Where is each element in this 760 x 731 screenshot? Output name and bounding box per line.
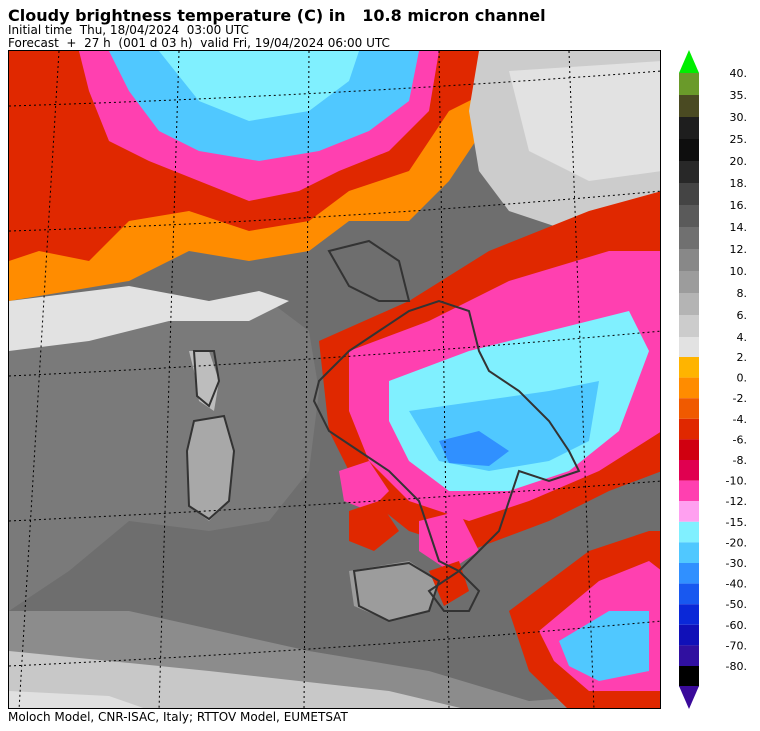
cold-swatch-3 — [679, 418, 699, 440]
colorbar-cold-segment — [679, 357, 699, 687]
cold-swatch-14 — [679, 645, 699, 666]
cold-swatch-13 — [679, 624, 699, 646]
cold-label-8: -15. — [726, 516, 747, 529]
cold-swatch-10 — [679, 563, 699, 584]
cloud-se-cyan — [559, 611, 649, 681]
warm-swatch-8 — [679, 249, 699, 271]
cell-1 — [339, 461, 389, 511]
warm-swatch-2 — [679, 117, 699, 139]
warm-label-6: 16. — [730, 199, 748, 212]
satellite-map — [8, 50, 661, 709]
cold-label-5: -8. — [733, 454, 747, 467]
cold-swatch-1 — [679, 377, 699, 399]
graticule — [9, 51, 660, 708]
africa-light — [9, 651, 461, 708]
cold-label-11: -40. — [726, 578, 747, 591]
cold-label-14: -70. — [726, 639, 747, 652]
colorbar-bottom-arrow — [679, 686, 699, 709]
cold-label-13: -60. — [726, 619, 747, 632]
warm-swatch-9 — [679, 271, 699, 293]
forecast-time: Forecast + 27 h (001 d 03 h) valid Fri, … — [8, 36, 390, 50]
cold-swatch-11 — [679, 583, 699, 605]
cold-label-2: -2. — [733, 392, 747, 405]
cold-label-3: -4. — [733, 413, 747, 426]
cold-label-4: -6. — [733, 433, 747, 446]
warm-swatch-0 — [679, 73, 699, 95]
warm-label-5: 18. — [730, 177, 748, 190]
cold-swatch-0 — [679, 357, 699, 378]
warm-label-0: 40. — [730, 67, 748, 80]
warm-swatch-4 — [679, 161, 699, 183]
attribution: Moloch Model, CNR-ISAC, Italy; RTTOV Mod… — [8, 710, 348, 724]
warm-swatch-1 — [679, 95, 699, 117]
cloud-north-lightcyan — [159, 51, 359, 121]
warm-swatch-5 — [679, 183, 699, 205]
warm-label-12: 4. — [737, 331, 748, 344]
colorbar-warm-segment — [679, 73, 699, 359]
warm-label-9: 10. — [730, 265, 748, 278]
corsica — [189, 351, 219, 411]
warm-label-10: 8. — [737, 287, 748, 300]
warm-label-1: 35. — [730, 89, 748, 102]
cold-swatch-7 — [679, 501, 699, 522]
cold-label-1: 0. — [737, 372, 748, 385]
warm-label-3: 25. — [730, 133, 748, 146]
warm-label-8: 12. — [730, 243, 748, 256]
cold-swatch-15 — [679, 666, 699, 687]
cold-swatch-6 — [679, 480, 699, 502]
warm-swatch-12 — [679, 337, 699, 359]
warm-label-4: 20. — [730, 155, 748, 168]
sicily — [349, 561, 439, 621]
cell-2 — [349, 501, 399, 551]
warm-label-2: 30. — [730, 111, 748, 124]
land-west — [9, 291, 319, 611]
colorbar-labels: 40. 35. 30. 25. 20. 18. 16. 14. 12. 10. 8. 6. 4. 2. 0.… — [726, 67, 747, 673]
cloud-central-blue — [439, 431, 509, 466]
africa-lighter — [9, 691, 144, 708]
colorbar-top-arrow — [679, 50, 699, 73]
cold-label-7: -12. — [726, 495, 747, 508]
cold-swatch-12 — [679, 604, 699, 625]
cold-swatch-4 — [679, 439, 699, 460]
cold-label-12: -50. — [726, 598, 747, 611]
cell-3 — [419, 511, 479, 571]
warm-swatch-3 — [679, 139, 699, 161]
cold-label-15: -80. — [726, 660, 747, 673]
warm-swatch-7 — [679, 227, 699, 249]
cold-label-10: -30. — [726, 557, 747, 570]
cold-label-0: 2. — [737, 351, 748, 364]
cold-swatch-9 — [679, 542, 699, 563]
map-title: Cloudy brightness temperature (C) in 10.… — [8, 6, 546, 25]
warm-label-11: 6. — [737, 309, 748, 322]
coastline — [185, 239, 581, 623]
warm-swatch-10 — [679, 293, 699, 315]
cold-swatch-5 — [679, 460, 699, 481]
cloud-ne-white — [509, 61, 660, 181]
initial-time: Initial time Thu, 18/04/2024 03:00 UTC — [8, 23, 249, 37]
warm-swatch-6 — [679, 205, 699, 227]
sardinia — [187, 416, 234, 521]
map-canvas — [9, 51, 660, 708]
cloud-north-white — [9, 286, 289, 351]
warm-swatch-11 — [679, 315, 699, 337]
cold-label-9: -20. — [726, 536, 747, 549]
cold-swatch-2 — [679, 398, 699, 419]
cold-label-6: -10. — [726, 475, 747, 488]
warm-label-7: 14. — [730, 221, 748, 234]
cold-swatch-8 — [679, 521, 699, 543]
